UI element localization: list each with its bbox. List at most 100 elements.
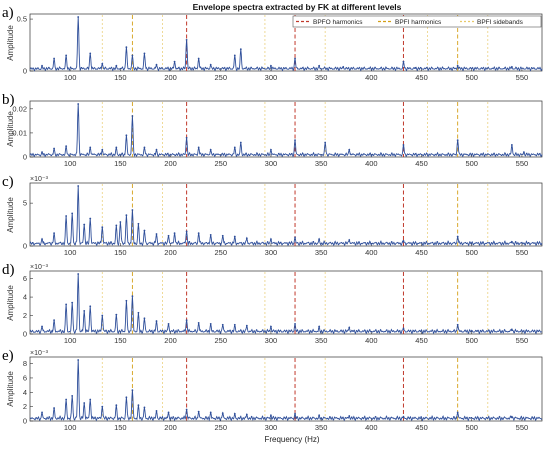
spectrum-peak <box>456 235 459 238</box>
spectrum-peak <box>101 314 104 317</box>
spectrum-peak <box>233 235 236 238</box>
panel-letter: c) <box>2 174 14 190</box>
spectrum-peak <box>348 326 351 329</box>
spectrum-peak <box>523 151 525 154</box>
spectrum-peak <box>101 62 104 65</box>
plot-area <box>29 182 543 247</box>
x-tick-label: 200 <box>164 336 177 345</box>
x-tick-label: 350 <box>315 336 328 345</box>
spectrum-peak <box>510 65 513 68</box>
spectrum-peak <box>402 415 405 418</box>
spectrum-peak <box>197 232 200 235</box>
spectrum-peak <box>510 415 513 418</box>
spectrum-peak <box>173 232 176 235</box>
spectrum-peak <box>221 412 224 415</box>
figure-title: Envelope spectra extracted by FK at diff… <box>193 2 402 12</box>
spectrum-peak <box>115 64 118 67</box>
spectrum-series <box>29 16 543 72</box>
x-tick-label: 150 <box>114 73 127 82</box>
spectrum-peak <box>125 299 128 302</box>
x-tick-label: 300 <box>265 423 278 432</box>
x-tick-label: 400 <box>365 73 378 82</box>
spectrum-peak <box>294 322 296 325</box>
spectrum-peak <box>71 301 74 304</box>
spectrum-peak <box>456 411 459 414</box>
x-tick-label: 250 <box>214 159 227 168</box>
panel-2: b) Amplitude 0 0.01 0.02 100 150 200 250 300 350 40… <box>2 92 543 168</box>
spectrum-peak <box>131 295 134 298</box>
spectrum-peak <box>65 145 68 148</box>
spectrum-peak <box>101 226 104 229</box>
spectrum-peak <box>245 413 248 416</box>
spectrum-peak <box>167 234 170 237</box>
spectrum-peak <box>197 322 200 324</box>
spectrum-peak <box>155 233 158 235</box>
spectrum-peak <box>77 185 80 187</box>
y-tick-label: 0 <box>23 417 27 426</box>
y-axis-label: Amplitude <box>6 111 15 147</box>
spectrum-peak <box>143 52 146 55</box>
spectrum-peak <box>155 320 158 322</box>
spectrum-peak <box>89 305 92 308</box>
x-tick-label: 200 <box>164 73 177 82</box>
x-tick-label: 450 <box>415 248 428 257</box>
spectrum-peak <box>270 325 272 328</box>
spectrum-peak <box>77 103 80 105</box>
spectrum-peak <box>115 313 118 316</box>
panel-letter: b) <box>2 92 15 108</box>
spectrum-peak <box>115 224 118 227</box>
spectrum-peak <box>143 317 146 320</box>
x-tick-label: 250 <box>214 423 227 432</box>
x-tick-label: 100 <box>64 73 77 82</box>
spectrum-peak <box>185 230 188 233</box>
spectrum-peak <box>53 232 55 235</box>
spectrum-peak <box>233 146 236 149</box>
x-tick-label: 100 <box>64 248 77 257</box>
y-tick-label: 5 <box>23 199 27 208</box>
spectrum-series <box>29 185 543 247</box>
y-axis-label: Amplitude <box>6 285 15 321</box>
spectrum-peak <box>348 148 351 151</box>
spectrum-peak <box>173 60 176 63</box>
spectrum-peak <box>318 325 321 328</box>
spectrum-peak <box>456 64 459 67</box>
spectrum-peak <box>197 146 200 149</box>
spectrum-peak <box>233 323 236 326</box>
spectrum-peak <box>456 323 459 326</box>
panel-5: e) Amplitude ×10⁻³ 0 2 4 6 8 100 150 200 250 300 350 4… <box>2 348 543 432</box>
x-tick-label: 450 <box>415 159 428 168</box>
spectrum-peak <box>510 328 513 331</box>
spectrum-peak <box>41 325 43 328</box>
x-tick-label: 450 <box>415 73 428 82</box>
spectrum-peak <box>89 146 92 149</box>
x-tick-label: 150 <box>114 159 127 168</box>
x-tick-label: 100 <box>64 159 77 168</box>
spectrum-peak <box>155 63 158 66</box>
spectrum-peak <box>137 222 140 225</box>
x-tick-label: 350 <box>315 73 328 82</box>
spectrum-peak <box>233 412 236 415</box>
x-tick-label: 500 <box>465 423 478 432</box>
spectrum-peak <box>239 48 242 51</box>
plot-area <box>29 270 543 335</box>
legend: BPFO harmonics BPFI harmonics BPFI sideban… <box>292 15 542 28</box>
panel-4: d) Amplitude ×10⁻³ 0 2 4 6 100 150 200 250 300 350 40… <box>2 262 543 345</box>
spectrum-peak <box>167 322 170 325</box>
spectrum-peak <box>65 303 68 306</box>
y-tick-label: 0 <box>23 330 27 339</box>
spectrum-peak <box>89 398 92 401</box>
spectrum-peak <box>41 64 43 67</box>
spectrum-peak <box>77 16 80 18</box>
spectrum-peak <box>456 139 459 142</box>
spectrum-peak <box>294 57 296 60</box>
x-tick-label: 500 <box>465 248 478 257</box>
y-tick-label: 8 <box>23 359 27 368</box>
x-tick-label: 550 <box>516 159 529 168</box>
spectrum-peak <box>510 144 513 146</box>
y-tick-label: 4 <box>23 293 27 302</box>
spectrum-peak <box>348 239 351 241</box>
x-tick-label: 400 <box>365 336 378 345</box>
spectrum-peak <box>209 148 212 151</box>
spectrum-peak <box>77 359 80 361</box>
